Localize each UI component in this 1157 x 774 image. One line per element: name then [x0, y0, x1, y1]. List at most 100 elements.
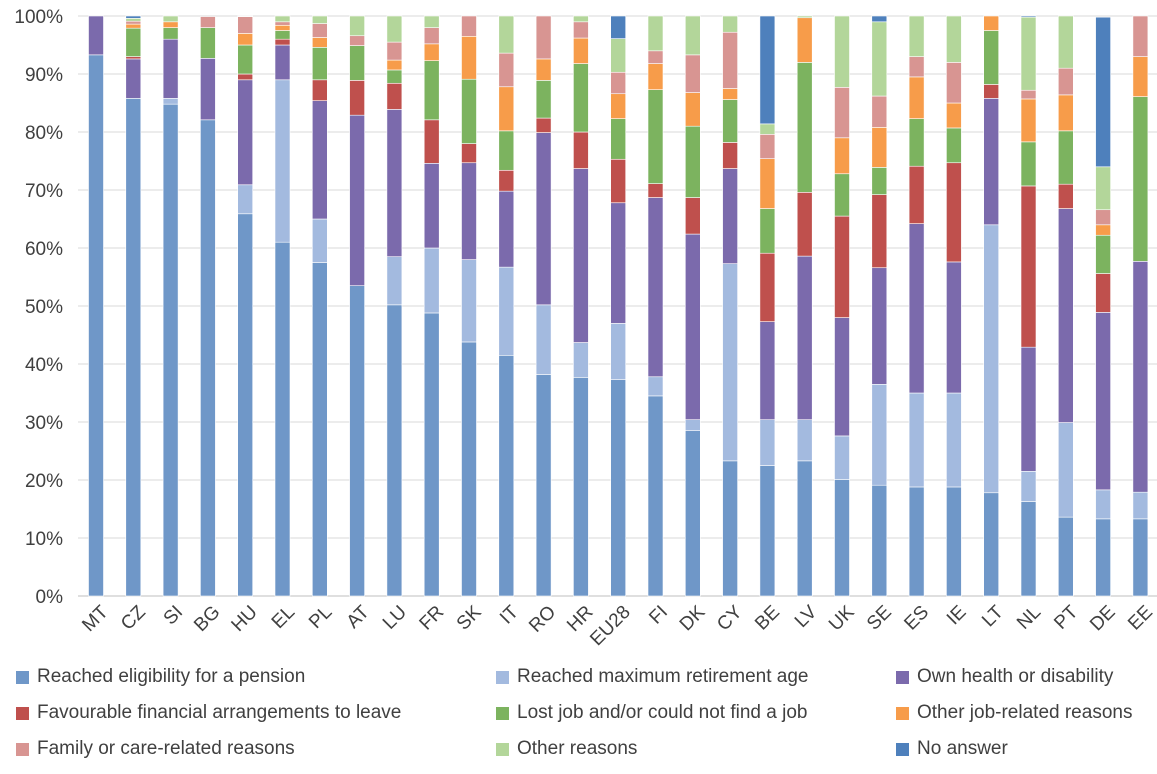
bar-segment — [610, 71, 627, 95]
bar-segment — [946, 15, 962, 63]
y-tick-label: 10% — [25, 529, 63, 550]
bar-segment — [1132, 261, 1149, 493]
bar-segment — [759, 134, 776, 159]
bar-segment — [908, 486, 925, 597]
bar-segment — [535, 58, 552, 81]
bar-segment — [684, 15, 701, 56]
bar-segment — [684, 92, 701, 127]
bar-segment — [274, 30, 291, 40]
bar-segment — [946, 162, 962, 263]
bar-segment — [1095, 234, 1111, 274]
bar-segment — [722, 142, 738, 169]
y-tick-label: 90% — [25, 65, 63, 86]
bar-segment — [647, 395, 664, 597]
legend-label: Reached maximum retirement age — [517, 666, 809, 687]
x-tick-label: EU28 — [586, 602, 634, 650]
bar-segment — [834, 87, 850, 139]
bar-segment — [759, 321, 776, 420]
legend-label: Family or care-related reasons — [37, 738, 295, 759]
bar-segment — [498, 190, 515, 268]
legend-label: Other job-related reasons — [917, 702, 1133, 723]
bar-segment — [1058, 67, 1074, 96]
bar-segment — [311, 262, 328, 597]
bar-segment — [908, 15, 925, 57]
legend-label: Own health or disability — [917, 666, 1114, 687]
bar-segment — [946, 486, 962, 597]
bar-segment — [88, 15, 104, 56]
bar-segment — [983, 84, 1000, 99]
bar-segment — [88, 54, 104, 597]
y-tick-label: 100% — [14, 7, 63, 28]
bar-segment — [647, 63, 664, 90]
bar-segment — [162, 103, 179, 597]
bar-segment — [908, 118, 925, 167]
bar-segment — [610, 379, 627, 597]
bar-segment — [535, 132, 552, 306]
bar-segment — [1095, 224, 1111, 236]
bar-segment — [423, 163, 440, 249]
legend-swatch — [896, 742, 909, 756]
y-tick-label: 30% — [25, 413, 63, 434]
bar-segment — [908, 223, 925, 394]
bar-segment — [349, 15, 365, 37]
x-tick-label: IT — [496, 601, 523, 628]
bar-segment — [461, 15, 477, 37]
y-axis-ticks: 0% 10% 20% 30% 40% 50% 60% 70% 80% 90% 100% — [14, 7, 63, 608]
bar-segment — [498, 266, 515, 356]
bar-segment — [237, 213, 253, 597]
bar-segment — [498, 354, 515, 597]
bar-segment — [461, 259, 477, 343]
bar-segment — [1020, 15, 1037, 18]
legend-label: No answer — [917, 738, 1008, 759]
bar-segment — [610, 323, 627, 380]
x-tick-label: IE — [943, 602, 971, 630]
legend-label: Other reasons — [517, 738, 638, 759]
bar-segment — [162, 38, 179, 99]
legend-swatch — [496, 706, 509, 720]
bar-segment — [386, 59, 403, 71]
bar-segment — [349, 80, 365, 116]
bar-segment — [311, 218, 328, 263]
bar-segment — [722, 15, 738, 33]
bar-segment — [834, 215, 850, 318]
bar-segment — [386, 256, 403, 306]
x-tick-label: SI — [160, 602, 188, 630]
bar-segment — [311, 23, 328, 38]
bar-segment — [162, 21, 179, 28]
bar-segment — [461, 78, 477, 144]
bar-segment — [125, 56, 142, 60]
bar-segment — [498, 15, 515, 54]
bar-segment — [573, 63, 589, 133]
bar-segment — [1132, 518, 1149, 597]
bar-segment — [311, 79, 328, 101]
bar-segment — [349, 285, 365, 597]
bar-segment — [461, 143, 477, 164]
x-tick-label: FR — [416, 602, 449, 635]
bar-segment — [125, 27, 142, 57]
x-tick-label: MT — [78, 601, 113, 636]
x-tick-label: SE — [863, 602, 896, 635]
bar-segment — [423, 247, 440, 314]
bars — [88, 15, 1149, 597]
legend-label: Lost job and/or could not find a job — [517, 702, 808, 723]
legend-item: Reached maximum retirement age — [496, 665, 808, 689]
bar-segment — [834, 137, 850, 175]
bar-segment — [1058, 15, 1074, 69]
bar-segment — [610, 202, 627, 324]
bar-segment — [1020, 185, 1037, 348]
bar-segment — [274, 21, 291, 26]
bar-segment — [871, 21, 888, 97]
bar-segment — [461, 35, 477, 80]
bar-segment — [871, 484, 888, 597]
bar-segment — [311, 15, 328, 24]
bar-segment — [1095, 518, 1111, 597]
x-tick-label: DE — [1086, 602, 1120, 636]
legend-item: No answer — [896, 737, 1008, 761]
bar-segment — [871, 267, 888, 385]
x-tick-label: NL — [1013, 602, 1045, 634]
bar-segment — [423, 15, 440, 28]
bar-segment — [796, 460, 813, 597]
bar-segment — [461, 162, 477, 260]
bar-segment — [573, 21, 589, 39]
bar-segment — [759, 252, 776, 322]
